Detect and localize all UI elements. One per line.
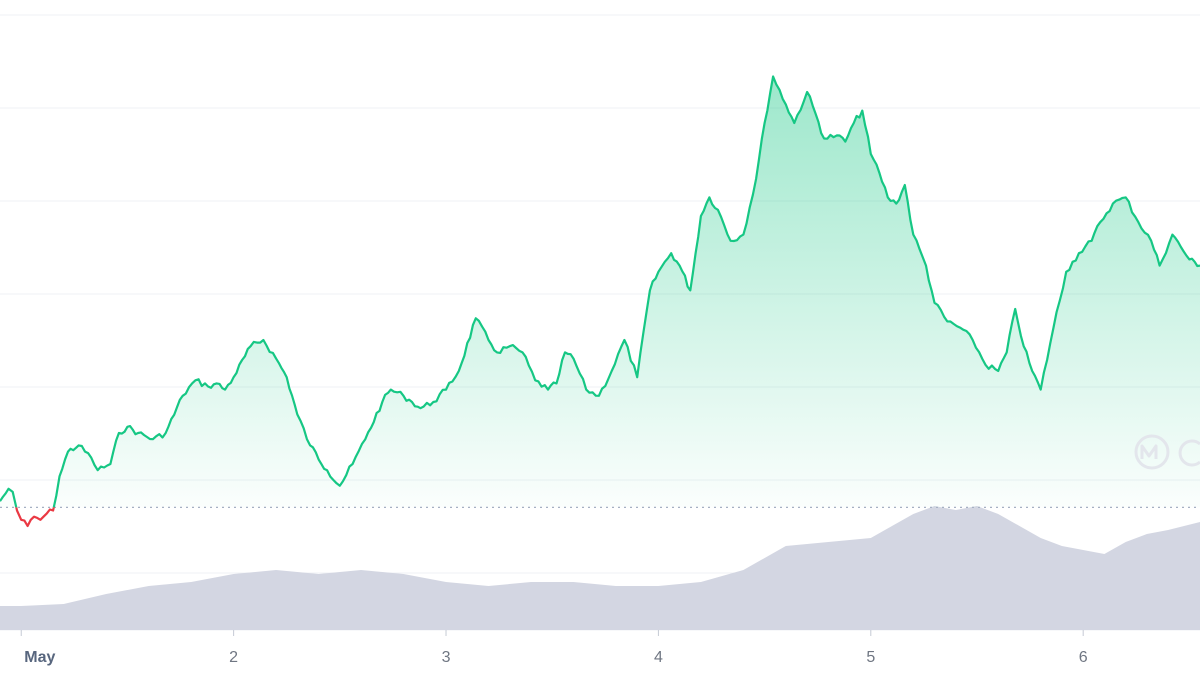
x-tick-label: 3 (442, 649, 451, 666)
watermark-letter-c (1178, 439, 1200, 467)
volume-area (0, 506, 1200, 630)
x-tick-label: May (24, 649, 55, 666)
price-area (0, 76, 1200, 508)
x-tick-label: 5 (866, 649, 875, 666)
x-tick-label: 2 (229, 649, 238, 666)
x-tick-label: 6 (1079, 649, 1088, 666)
watermark (1134, 434, 1200, 470)
price-line-up (0, 75, 1200, 508)
coinmarketcap-logo-icon (1134, 434, 1170, 470)
x-tick-label: 4 (654, 649, 663, 666)
x-axis: May 2 3 4 5 6 (20, 630, 1088, 666)
